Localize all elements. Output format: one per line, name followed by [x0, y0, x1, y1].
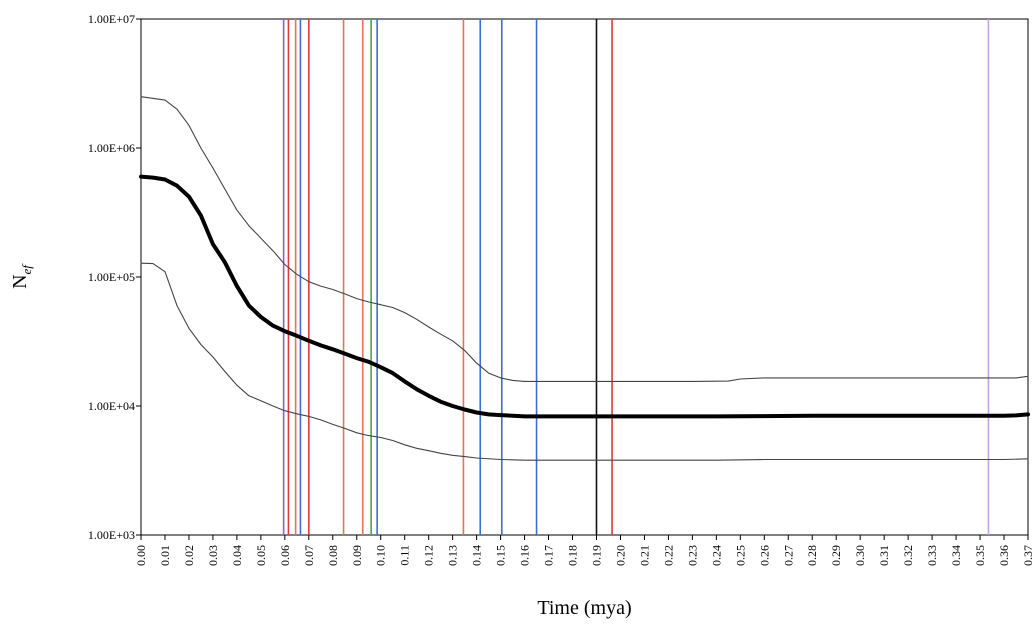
x-tick-label: 0.04	[230, 545, 244, 566]
y-axis-title-main: N	[9, 274, 31, 288]
x-tick-label: 0.23	[685, 545, 699, 566]
series-lines	[139, 96, 1030, 461]
x-tick-label: 0.24	[709, 545, 723, 566]
x-tick-label: 0.07	[302, 545, 316, 566]
upper-line	[140, 96, 1029, 382]
x-tick-label: 0.21	[637, 545, 651, 566]
x-tick-label: 0.08	[326, 545, 340, 566]
x-tick-label: 0.14	[470, 545, 484, 566]
x-tick-label: 0.27	[781, 545, 795, 566]
x-tick-label: 0.22	[661, 545, 675, 566]
x-tick-label: 0.25	[733, 545, 747, 566]
x-tick-label: 0.35	[973, 545, 987, 566]
x-tick-label: 0.11	[398, 545, 412, 566]
y-tick-label: 1.00E+06	[88, 141, 135, 155]
x-tick-label: 0.00	[134, 545, 148, 566]
x-tick-label: 0.15	[494, 545, 508, 566]
x-tick-label: 0.30	[853, 545, 867, 566]
y-tick-label: 1.00E+07	[88, 12, 135, 26]
x-tick-label: 0.13	[446, 545, 460, 566]
x-tick-label: 0.03	[206, 545, 220, 566]
y-axis-title: Nef	[9, 263, 34, 289]
x-tick-label: 0.02	[182, 545, 196, 566]
y-axis: 1.00E+03 1.00E+04 1.00E+05 1.00E+06 1.00E+07	[88, 12, 141, 542]
x-axis: 0.00 0.01 0.02 0.03 0.04 0.05 0.06 0.07 0.08 0.09…	[134, 535, 1034, 566]
x-tick-label: 0.01	[158, 545, 172, 566]
x-axis-title: Time (mya)	[537, 597, 631, 619]
y-tick-label: 1.00E+05	[88, 270, 135, 284]
lower-line	[140, 262, 1029, 461]
x-tick-label: 0.34	[949, 545, 963, 566]
x-tick-label: 0.36	[997, 545, 1011, 566]
x-tick-label: 0.16	[518, 545, 532, 566]
x-tick-label: 0.10	[374, 545, 388, 566]
x-tick-label: 0.29	[829, 545, 843, 566]
x-tick-label: 0.32	[901, 545, 915, 566]
plot-area	[140, 18, 1029, 536]
x-tick-label: 0.06	[278, 545, 292, 566]
x-tick-label: 0.05	[254, 545, 268, 566]
x-tick-label: 0.20	[613, 545, 627, 566]
x-tick-label: 0.31	[877, 545, 891, 566]
x-tick-label: 0.37	[1021, 545, 1034, 566]
x-tick-label: 0.28	[805, 545, 819, 566]
y-tick-label: 1.00E+04	[88, 399, 135, 413]
y-tick-label: 1.00E+03	[88, 528, 135, 542]
x-tick-label: 0.26	[757, 545, 771, 566]
x-tick-label: 0.12	[422, 545, 436, 566]
x-tick-label: 0.33	[925, 545, 939, 566]
median-line	[139, 174, 1030, 419]
x-tick-label: 0.18	[566, 545, 580, 566]
y-axis-title-subscript: ef	[19, 263, 34, 275]
event-lines	[282, 19, 990, 535]
x-tick-label: 0.09	[350, 545, 364, 566]
x-tick-label: 0.17	[542, 545, 556, 566]
x-tick-label: 0.19	[589, 545, 603, 566]
